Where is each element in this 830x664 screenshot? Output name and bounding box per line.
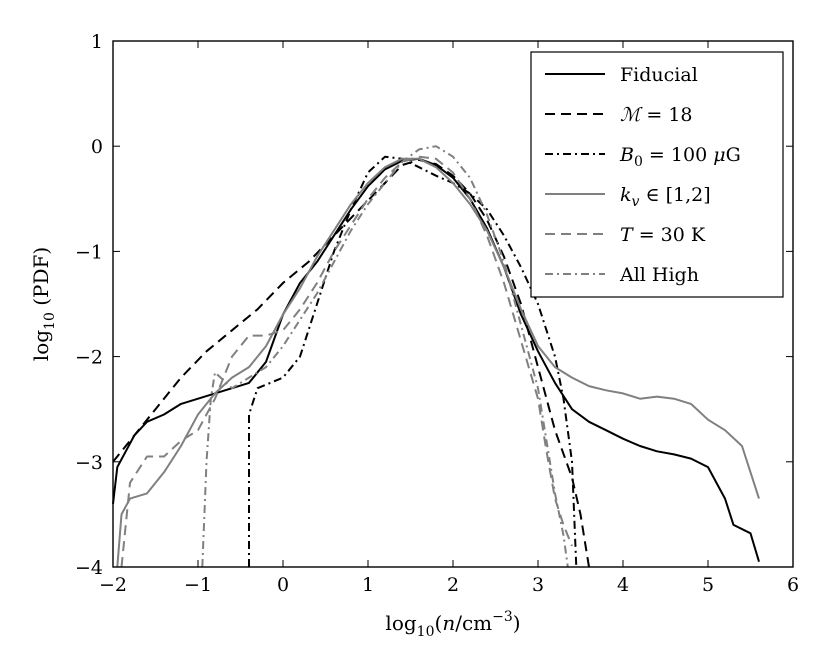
x-tick-label: 0 — [277, 574, 289, 596]
x-tick-label: 6 — [787, 574, 799, 596]
axis-ticks: −2 −1 0 1 2 3 4 5 6 1 0 −1 −2 −3 −4 — [75, 31, 799, 596]
legend-label-all-high: All High — [619, 264, 699, 286]
legend-label-mach: ℳ = 18 — [620, 104, 693, 126]
legend-swatches — [545, 73, 605, 275]
x-tick-label: −1 — [184, 574, 212, 596]
y-tick-label: −2 — [75, 347, 103, 369]
series-layer — [112, 145, 760, 568]
series-line-3 — [116, 157, 760, 568]
x-tick-label: 4 — [617, 574, 629, 596]
series-line-2 — [248, 155, 578, 568]
legend-frame — [530, 51, 784, 298]
legend-label-b0: B0 = 100 μG — [619, 144, 741, 170]
x-axis-label: log10(n/cm−3) — [385, 609, 520, 640]
series-line-1 — [112, 158, 590, 568]
x-tick-label: 2 — [447, 574, 459, 596]
y-tick-label: −3 — [75, 452, 103, 474]
x-tick-label: −2 — [99, 574, 127, 596]
legend-label-fiducial: Fiducial — [620, 64, 698, 86]
y-tick-label: −4 — [75, 557, 103, 579]
series-line-4 — [120, 155, 573, 568]
y-tick-label: 1 — [91, 31, 103, 53]
x-tick-label: 1 — [362, 574, 374, 596]
x-tick-label: 3 — [532, 574, 544, 596]
y-axis-label: log10 (PDF) — [29, 247, 58, 361]
x-tick-label: 5 — [702, 574, 714, 596]
y-tick-label: −1 — [75, 241, 103, 263]
y-tick-label: 0 — [91, 136, 103, 158]
legend-label-temperature: T = 30 K — [620, 224, 706, 246]
legend: Fiducial ℳ = 18 B0 = 100 μG kv ∈ [1,2] T… — [530, 51, 784, 298]
legend-label-kv: kv ∈ [1,2] — [620, 184, 711, 210]
